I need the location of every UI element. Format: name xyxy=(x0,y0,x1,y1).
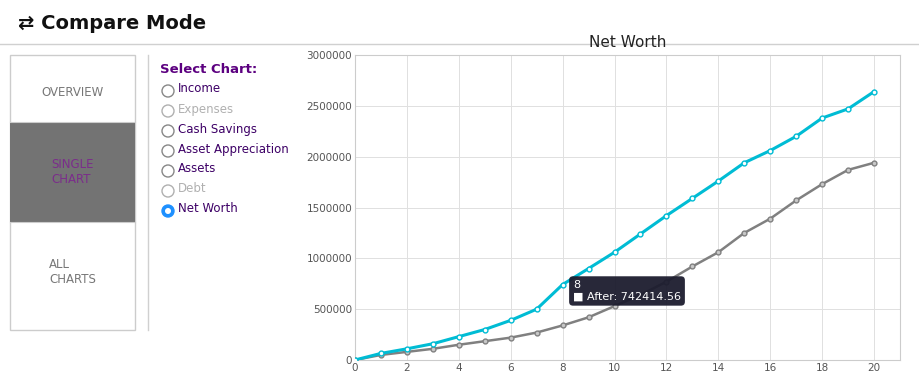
Text: Asset Appreciation: Asset Appreciation xyxy=(178,142,289,156)
Bar xyxy=(10,122,135,222)
Text: OVERVIEW: OVERVIEW xyxy=(41,86,104,99)
Title: Net Worth: Net Worth xyxy=(589,35,666,50)
Text: Assets: Assets xyxy=(178,162,216,175)
Text: Cash Savings: Cash Savings xyxy=(178,122,257,136)
Bar xyxy=(10,55,135,330)
Text: Expenses: Expenses xyxy=(178,103,234,116)
Text: Select Chart:: Select Chart: xyxy=(160,63,257,76)
Text: 8
■ After: 742414.56: 8 ■ After: 742414.56 xyxy=(573,280,681,302)
Text: SINGLE
CHART: SINGLE CHART xyxy=(51,158,94,186)
Circle shape xyxy=(165,209,170,213)
Text: Income: Income xyxy=(178,83,221,96)
Text: Debt: Debt xyxy=(178,182,207,195)
Circle shape xyxy=(162,205,174,217)
Text: ⇄ Compare Mode: ⇄ Compare Mode xyxy=(18,14,206,33)
Text: ALL
CHARTS: ALL CHARTS xyxy=(49,258,96,286)
Text: Net Worth: Net Worth xyxy=(178,202,238,215)
